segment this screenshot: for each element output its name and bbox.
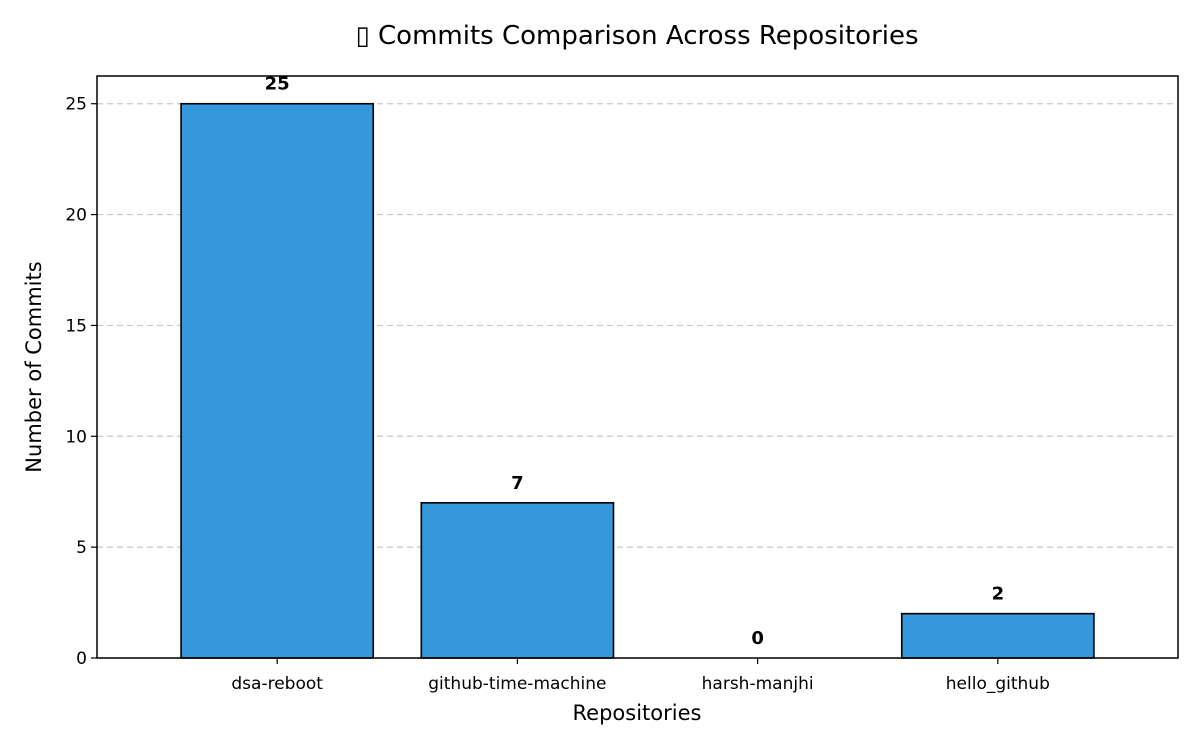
x-axis-label: Repositories	[573, 701, 702, 725]
y-tick-label: 25	[65, 95, 87, 115]
bar-hello_github	[900, 612, 1095, 659]
bar-github-time-machine	[420, 501, 615, 659]
x-tick-label-github-time-machine: github-time-machine	[428, 674, 606, 694]
plot-frame	[96, 75, 1179, 659]
y-tick-label: 15	[65, 316, 87, 336]
y-tick-label: 10	[65, 427, 87, 447]
chart-title: ▯ Commits Comparison Across Repositories	[355, 21, 918, 51]
x-tick-label-hello_github: hello_github	[946, 674, 1050, 694]
y-axis-ticks: 0 5 10 15 20 25	[65, 95, 97, 669]
data-label-dsa-reboot: 25	[265, 74, 290, 95]
bar-dsa-reboot	[180, 102, 375, 659]
x-tick-label-dsa-reboot: dsa-reboot	[231, 674, 323, 694]
data-label-harsh-manjhi: 0	[751, 628, 764, 649]
data-label-hello_github: 2	[992, 584, 1005, 605]
y-tick-label: 0	[76, 649, 87, 669]
x-axis-ticks: dsa-reboot github-time-machine harsh-manjh…	[231, 658, 1050, 694]
y-tick-label: 5	[76, 538, 87, 558]
x-tick-label-harsh-manjhi: harsh-manjhi	[702, 674, 814, 694]
data-label-github-time-machine: 7	[511, 473, 524, 494]
bar-layer	[180, 102, 1095, 659]
y-axis-label: Number of Commits	[22, 261, 46, 472]
data-label-layer: 25 7 0 2	[265, 74, 1004, 649]
y-tick-label: 20	[65, 206, 87, 226]
